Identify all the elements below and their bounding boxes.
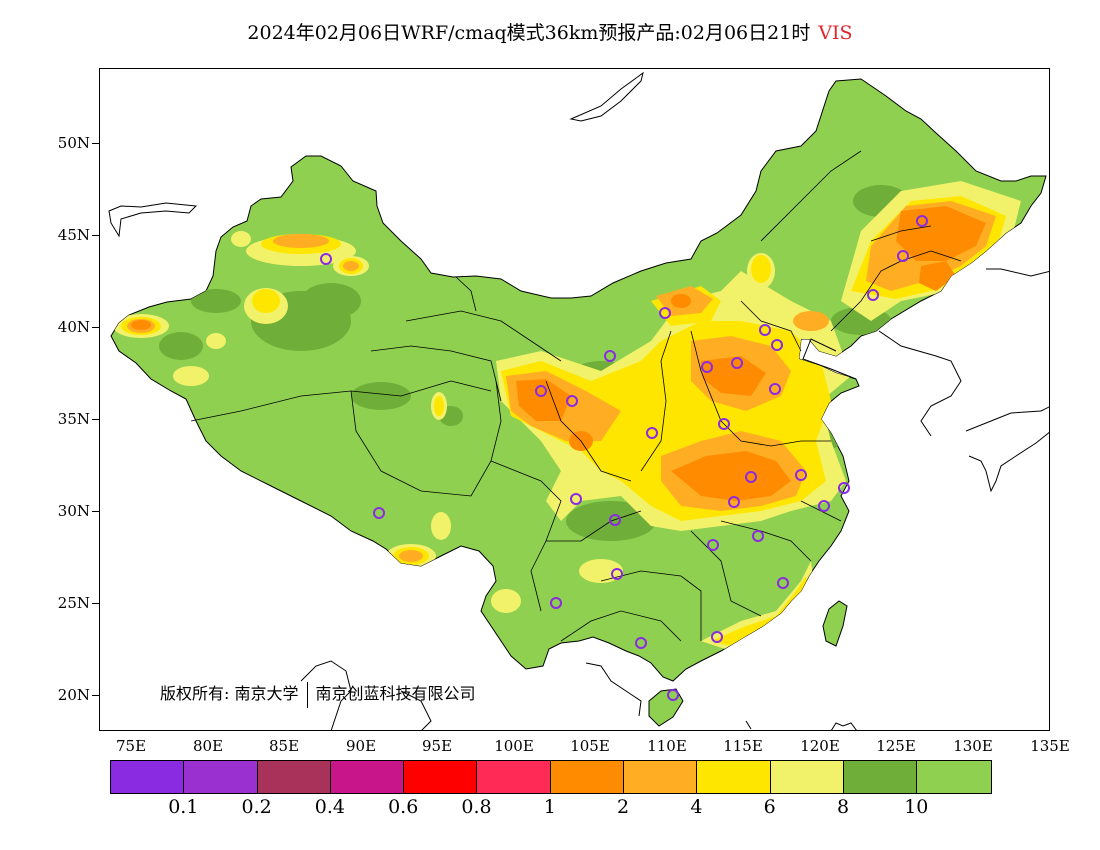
copyright-org2: 南京创蓝科技有限公司 — [315, 684, 476, 703]
colorbar — [110, 760, 992, 794]
title-text: 2024年02月06日WRF/cmaq模式36km预报产品:02月06日21时 — [247, 22, 811, 44]
station-marker — [711, 631, 723, 643]
lat-label-35n: 35N — [57, 410, 90, 428]
station-marker — [795, 469, 807, 481]
lon-label-90e: 90E — [345, 737, 377, 755]
station-marker — [373, 507, 385, 519]
colorbar-label: 1 — [543, 796, 556, 818]
station-marker — [759, 324, 771, 336]
lat-tick — [92, 695, 99, 696]
lon-label-100e: 100E — [494, 737, 534, 755]
colorbar-swatch — [624, 761, 698, 793]
colorbar-swatch — [184, 761, 258, 793]
coastlines — [108, 71, 1049, 730]
station-marker — [604, 350, 616, 362]
lat-tick — [92, 235, 99, 236]
lat-tick — [92, 511, 99, 512]
lat-label-20n: 20N — [57, 686, 90, 704]
lon-label-125e: 125E — [876, 737, 916, 755]
station-marker — [609, 514, 621, 526]
station-marker — [707, 539, 719, 551]
colorbar-label: 0.2 — [241, 796, 272, 818]
lon-label-115e: 115E — [723, 737, 763, 755]
lat-label-25n: 25N — [57, 594, 90, 612]
station-marker — [635, 637, 647, 649]
colorbar-swatch — [697, 761, 771, 793]
station-marker — [535, 385, 547, 397]
station-marker — [897, 250, 909, 262]
colorbar-swatch — [477, 761, 551, 793]
colorbar-label: 0.4 — [314, 796, 345, 818]
station-marker — [566, 395, 578, 407]
station-marker — [646, 427, 658, 439]
station-marker — [777, 577, 789, 589]
lat-label-40n: 40N — [57, 318, 90, 336]
station-marker — [838, 482, 850, 494]
lon-label-110e: 110E — [647, 737, 687, 755]
map-panel[interactable] — [99, 68, 1050, 731]
map-title: 2024年02月06日WRF/cmaq模式36km预报产品:02月06日21时 V… — [0, 18, 1100, 45]
colorbar-label: 0.8 — [461, 796, 492, 818]
lon-label-105e: 105E — [570, 737, 610, 755]
lat-tick — [92, 143, 99, 144]
province-boundaries — [190, 150, 962, 642]
lon-label-130e: 130E — [953, 737, 993, 755]
lon-label-95e: 95E — [421, 737, 453, 755]
colorbar-label: 10 — [904, 796, 929, 818]
colorbar-swatch — [404, 761, 478, 793]
lat-tick — [92, 419, 99, 420]
lon-label-85e: 85E — [268, 737, 300, 755]
station-marker — [867, 289, 879, 301]
station-marker — [769, 383, 781, 395]
colorbar-label: 2 — [617, 796, 630, 818]
lon-label-75e: 75E — [115, 737, 147, 755]
colorbar-swatch — [770, 761, 844, 793]
visibility-contours — [113, 181, 1021, 651]
colorbar-label: 6 — [763, 796, 776, 818]
colorbar-swatch — [330, 761, 405, 793]
lon-label-120e: 120E — [800, 737, 840, 755]
colorbar-swatch — [111, 761, 185, 793]
lat-label-50n: 50N — [57, 134, 90, 152]
copyright-separator — [306, 681, 308, 708]
station-marker — [611, 568, 623, 580]
station-marker — [659, 307, 671, 319]
station-marker — [752, 530, 764, 542]
lat-label-45n: 45N — [57, 226, 90, 244]
colorbar-swatch — [550, 761, 625, 793]
colorbar-swatch — [257, 761, 331, 793]
station-marker — [745, 471, 757, 483]
copyright-notice: 版权所有: 南京大学 南京创蓝科技有限公司 — [160, 680, 476, 708]
visibility-map — [108, 71, 1049, 730]
colorbar-label: 8 — [836, 796, 850, 818]
station-marker — [728, 496, 740, 508]
colorbar-label: 4 — [690, 796, 703, 818]
station-marker — [916, 215, 928, 227]
colorbar-label: 0.1 — [168, 796, 199, 818]
colorbar-swatch — [917, 761, 991, 793]
station-marker — [718, 418, 730, 430]
station-marker — [550, 597, 562, 609]
station-marker — [818, 500, 830, 512]
station-marker — [667, 689, 679, 701]
station-marker — [771, 339, 783, 351]
station-marker — [320, 253, 332, 265]
station-marker — [731, 357, 743, 369]
lat-tick — [92, 327, 99, 328]
lat-tick — [92, 603, 99, 604]
lat-label-30n: 30N — [57, 502, 90, 520]
copyright-org1: 南京大学 — [234, 684, 299, 703]
lon-label-80e: 80E — [192, 737, 224, 755]
lon-label-135e: 135E — [1030, 737, 1070, 755]
colorbar-label: 0.6 — [388, 796, 419, 818]
colorbar-swatch — [843, 761, 918, 793]
variable-label: VIS — [818, 22, 853, 44]
station-marker — [701, 361, 713, 373]
station-marker — [570, 493, 582, 505]
copyright-prefix: 版权所有: — [160, 684, 230, 703]
station-markers — [320, 215, 928, 701]
